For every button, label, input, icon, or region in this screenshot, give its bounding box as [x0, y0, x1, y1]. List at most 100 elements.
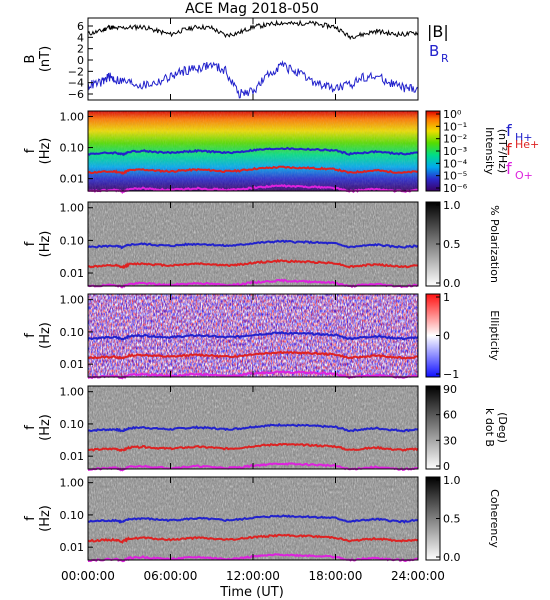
y-axis-label-units: (Hz)	[38, 138, 53, 165]
series-line-abs-b	[87, 19, 419, 41]
y-axis-label: f	[23, 333, 38, 338]
y-axis-label: f	[23, 425, 38, 430]
colorbar-tick-label: −1	[443, 368, 459, 381]
y-tick-label: −6	[68, 88, 84, 101]
colorbar-tick-label: 10⁻²	[443, 133, 467, 146]
y-tick-label: 1.00	[60, 294, 85, 307]
y-axis-label: f	[23, 516, 38, 521]
colorbar-tick-label: 0	[443, 460, 450, 473]
y-tick-label: 0.01	[60, 173, 85, 186]
colorbar-label: Intensity	[483, 127, 496, 175]
series-line-br	[87, 60, 419, 99]
colorbar-tick-label: 10⁻⁶	[443, 182, 468, 195]
y-tick-label: 6	[77, 20, 84, 33]
colorbar-tick-label: 0.5	[443, 513, 461, 526]
colorbar-label: % Polarization	[488, 205, 501, 283]
colorbar-tick-label: 30	[443, 434, 457, 447]
y-tick-label: 0.10	[60, 326, 85, 339]
colorbar	[425, 385, 441, 470]
series-line-fo-plus	[87, 553, 419, 563]
legend-br-sub: R	[441, 52, 449, 65]
colorbar-tick-label: 10⁻³	[443, 145, 467, 158]
colorbar-tick-label: 1.0	[443, 199, 461, 212]
y-axis-label-units: (Hz)	[38, 231, 53, 258]
colorbar-tick-label: 0.0	[443, 277, 461, 290]
colorbar-label: Coherency	[488, 489, 501, 548]
chart-title: ACE Mag 2018-050	[185, 1, 319, 17]
y-axis-label: f	[23, 241, 38, 246]
x-tick-label: 18:00:00	[309, 569, 363, 583]
y-tick-label: 1.00	[60, 110, 85, 123]
colorbar-tick-label: 10⁻⁴	[443, 157, 468, 170]
x-axis-label: Time (UT)	[219, 585, 284, 600]
legend-freq-2: f	[506, 159, 512, 178]
legend-freq-sup-1: He+	[515, 138, 539, 151]
y-tick-label: −4	[68, 77, 84, 90]
y-tick-label: 0.10	[60, 234, 85, 247]
colorbar-tick-label: 60	[443, 409, 457, 422]
y-tick-label: 1.00	[60, 477, 85, 490]
y-tick-label: 2	[77, 43, 84, 56]
y-axis-label-units: (nT)	[38, 46, 53, 72]
series-line-fh-plus	[87, 331, 419, 341]
colorbar-tick-label: 1.0	[443, 474, 461, 487]
colorbar-tick-label: 10⁻¹	[443, 120, 467, 133]
series-line-fhe-plus	[87, 533, 419, 544]
legend-br: B	[429, 42, 439, 60]
colorbar-label-units: (nT²/Hz)	[496, 129, 509, 173]
series-line-fh-plus	[87, 422, 419, 433]
series-line-fo-plus	[87, 278, 419, 289]
panel-kdotb: 1.00 0.10 0.01 90 60 30 0 k dot B (Deg) f (Hz)	[23, 383, 509, 473]
y-tick-label: 0.10	[60, 142, 85, 155]
y-axis-label-units: (Hz)	[38, 505, 53, 532]
y-axis-label: B	[23, 55, 38, 64]
colorbar-label-units: (Deg)	[496, 412, 509, 443]
panel-frame	[87, 476, 419, 561]
colorbar-tick-label: 0.5	[443, 238, 461, 251]
series-line-fhe-plus	[87, 165, 419, 175]
series-line-fh-plus	[87, 239, 419, 250]
panel-frame	[87, 293, 419, 378]
colorbar-tick-label: 10⁻⁵	[443, 170, 467, 183]
y-tick-label: 1.00	[60, 386, 85, 399]
series-line-fo-plus	[87, 370, 419, 380]
x-tick-label: 00:00:00	[61, 569, 115, 583]
y-axis-label-units: (Hz)	[38, 414, 53, 441]
y-tick-label: 0.01	[60, 450, 85, 463]
series-line-fh-plus	[87, 146, 419, 157]
x-tick-label: 12:00:00	[226, 569, 280, 583]
y-tick-label: 0.10	[60, 509, 85, 522]
y-tick-label: 0.01	[60, 267, 85, 280]
x-tick-label: 24:00:00	[391, 569, 445, 583]
legend-abs-b: |B|	[427, 22, 449, 41]
series-line-fhe-plus	[87, 350, 419, 360]
panel-coherency: 1.00 0.10 0.01 1.0 0.5 0.0 Coherency f (Hz)	[23, 474, 501, 564]
legend-freq-0: f	[506, 121, 512, 140]
colorbar-tick-label: 0	[443, 330, 450, 343]
panel-frame	[87, 385, 419, 470]
legend-freq-sub-2: O+	[515, 169, 533, 182]
x-tick-label: 06:00:00	[144, 569, 198, 583]
series-line-fhe-plus	[87, 442, 419, 453]
series-line-fo-plus	[87, 184, 419, 194]
series-line-fh-plus	[87, 514, 419, 524]
colorbar-label: Ellipticity	[488, 310, 501, 361]
panel-frame	[87, 17, 419, 101]
y-tick-label: 0.01	[60, 541, 85, 554]
y-axis-label-units: (Hz)	[38, 322, 53, 349]
legend-freq-sub-0: H+	[515, 131, 533, 144]
y-tick-label: 4	[77, 31, 84, 44]
colorbar-tick-label: 10⁰	[443, 108, 462, 121]
colorbar-tick-label: 1	[443, 291, 450, 304]
y-tick-label: −2	[68, 65, 84, 78]
panel-frame	[87, 110, 419, 192]
panel-ellipticity: 1.00 0.10 0.01 1 0 −1 Ellipticity f (Hz)	[23, 291, 501, 381]
colorbar-tick-label: 0.0	[443, 551, 461, 564]
colorbar-label: k dot B	[483, 408, 496, 447]
y-tick-label: 0	[77, 54, 84, 67]
